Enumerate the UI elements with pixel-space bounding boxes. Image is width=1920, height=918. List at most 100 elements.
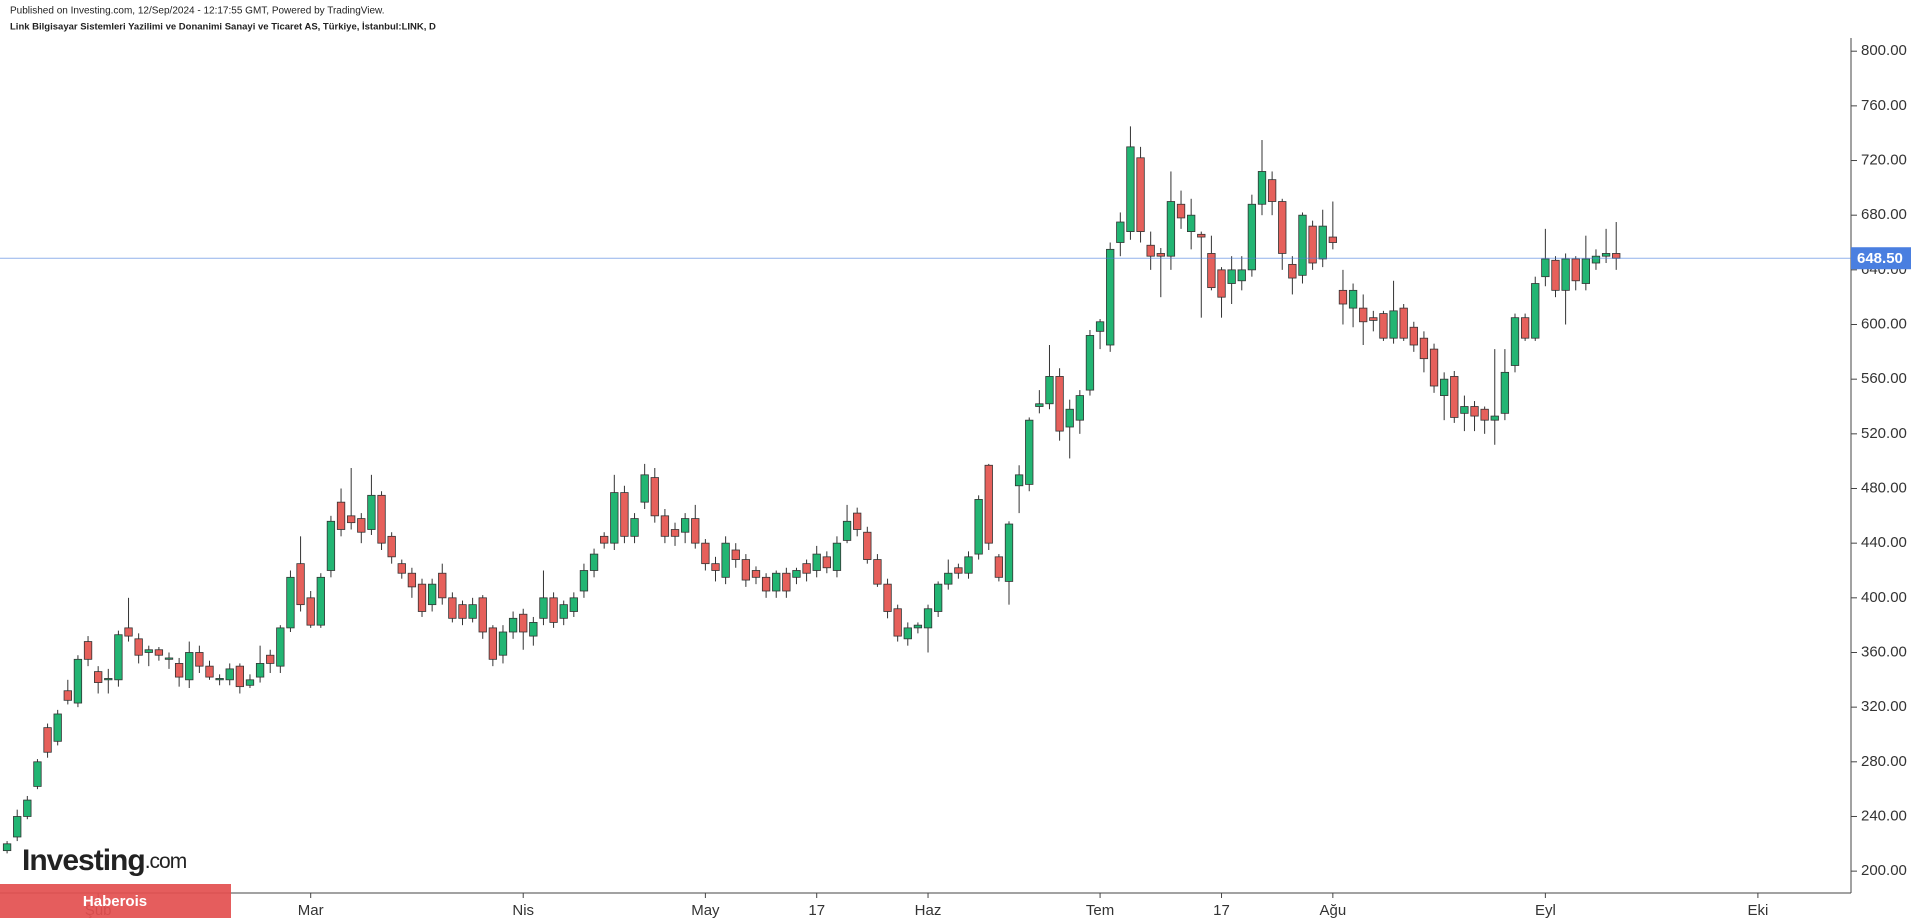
candle-body bbox=[1531, 283, 1540, 339]
candle-body bbox=[650, 477, 659, 517]
candle-body bbox=[377, 494, 386, 544]
candle-body bbox=[1601, 253, 1611, 257]
candle-body bbox=[245, 679, 255, 686]
candle-body bbox=[1359, 307, 1368, 323]
y-tick-label: 520.00 bbox=[1861, 425, 1907, 442]
candle-body bbox=[1085, 335, 1095, 391]
candle-body bbox=[387, 535, 396, 558]
candle-body bbox=[2, 843, 12, 852]
candle-body bbox=[508, 617, 518, 633]
candle-body bbox=[853, 512, 862, 530]
candle-body bbox=[1197, 233, 1206, 238]
candle-body bbox=[802, 563, 811, 574]
candle-body bbox=[1004, 523, 1014, 582]
y-tick-label: 760.00 bbox=[1861, 97, 1907, 114]
candle-body bbox=[13, 816, 22, 838]
candle-body bbox=[772, 572, 781, 592]
candle-body bbox=[1237, 269, 1246, 282]
candle-body bbox=[1551, 259, 1560, 291]
candle-body bbox=[417, 583, 427, 612]
candle-body bbox=[1440, 378, 1449, 396]
candle-body bbox=[600, 535, 609, 544]
candle-body bbox=[1591, 255, 1601, 264]
last-price-box bbox=[1851, 247, 1911, 270]
candle-body bbox=[1227, 269, 1236, 284]
candle-body bbox=[468, 604, 477, 619]
logo-main: Investing bbox=[22, 844, 145, 877]
y-tick-label: 720.00 bbox=[1861, 151, 1907, 168]
candle-body bbox=[741, 559, 751, 581]
y-tick-label: 240.00 bbox=[1861, 807, 1907, 824]
candle-body bbox=[1106, 248, 1115, 346]
candle-body bbox=[691, 518, 700, 544]
candle-body bbox=[1207, 253, 1216, 289]
candle-body bbox=[812, 553, 821, 571]
candle-body bbox=[397, 563, 406, 574]
candle-body bbox=[1187, 214, 1196, 232]
candle-body bbox=[154, 649, 164, 656]
candle-body bbox=[1014, 474, 1024, 487]
candle-body bbox=[1278, 201, 1287, 254]
candle-body bbox=[731, 549, 740, 560]
candle-body bbox=[589, 553, 599, 571]
candle-body bbox=[144, 649, 153, 653]
candle-body bbox=[1055, 376, 1064, 432]
candle-body bbox=[1095, 321, 1105, 332]
y-tick-label: 560.00 bbox=[1861, 370, 1907, 387]
candle-body bbox=[1581, 258, 1590, 284]
candle-body bbox=[893, 608, 902, 637]
candle-body bbox=[478, 597, 487, 633]
y-tick-label: 600.00 bbox=[1861, 315, 1907, 332]
y-tick-label: 400.00 bbox=[1861, 589, 1907, 606]
candle-body bbox=[923, 608, 933, 629]
chart-title: Link Bilgisayar Sistemleri Yazilimi ve D… bbox=[10, 22, 436, 33]
candle-body bbox=[1338, 289, 1348, 305]
candle-body bbox=[1520, 317, 1530, 339]
candle-body bbox=[579, 570, 589, 592]
candle-body bbox=[559, 604, 568, 619]
candle-body bbox=[701, 542, 710, 565]
candle-body bbox=[1136, 157, 1145, 232]
candle-body bbox=[680, 518, 690, 533]
candle-body bbox=[205, 665, 214, 678]
candle-body bbox=[873, 559, 882, 585]
candle-body bbox=[458, 604, 467, 619]
candle-body bbox=[1156, 253, 1165, 257]
candle-body bbox=[1480, 408, 1489, 421]
candle-body bbox=[367, 494, 376, 530]
x-tick-label: Haz bbox=[915, 902, 942, 918]
candle-body bbox=[1035, 403, 1044, 407]
candle-body bbox=[1176, 203, 1186, 219]
candle-body bbox=[863, 531, 872, 560]
candle-body bbox=[1612, 253, 1621, 259]
candle-body bbox=[913, 624, 923, 629]
candle-body bbox=[1267, 179, 1277, 202]
candle-body bbox=[984, 464, 993, 544]
watermark-box bbox=[0, 884, 231, 918]
candle-body bbox=[235, 665, 245, 688]
plot-area: 200.00 240.00 280.00 320.00 360.00 400.00 440.… bbox=[2, 42, 1907, 918]
candle-body bbox=[63, 690, 72, 701]
candle-body bbox=[1490, 415, 1499, 421]
candle-body bbox=[1369, 317, 1378, 321]
candle-body bbox=[1500, 371, 1510, 414]
x-tick-label: Ağu bbox=[1319, 902, 1346, 918]
candle-body bbox=[276, 627, 285, 667]
candle-body bbox=[549, 597, 558, 623]
y-tick-label: 320.00 bbox=[1861, 698, 1907, 715]
x-tick-label: Eyl bbox=[1535, 902, 1556, 918]
candle-body bbox=[620, 492, 629, 537]
candle-body bbox=[357, 518, 366, 533]
candle-body bbox=[266, 654, 275, 664]
x-tick-label: 17 bbox=[1213, 902, 1230, 918]
candle-body bbox=[23, 799, 32, 817]
candle-body bbox=[1379, 313, 1388, 339]
candle-body bbox=[1025, 419, 1034, 485]
candle-body bbox=[1298, 214, 1307, 276]
candle-body bbox=[1571, 258, 1580, 282]
candle-body bbox=[438, 572, 447, 599]
candle-body bbox=[215, 678, 224, 681]
candle-body bbox=[974, 499, 983, 555]
y-tick-label: 360.00 bbox=[1861, 643, 1907, 660]
candle-body bbox=[1288, 263, 1297, 279]
